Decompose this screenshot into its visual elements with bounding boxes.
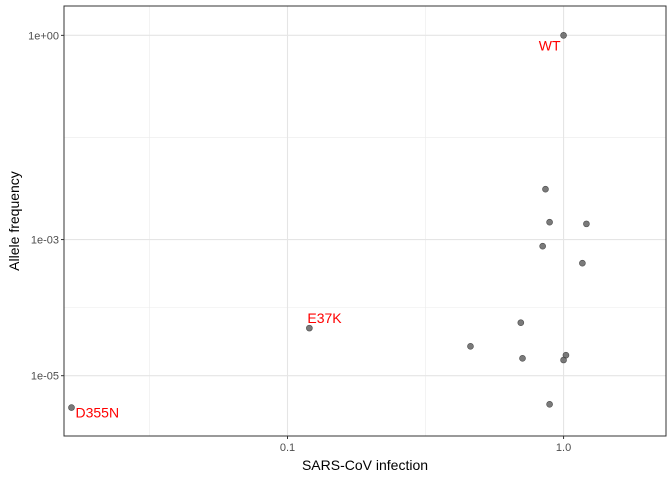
data-point [517, 319, 525, 327]
y-tick-label: 1e-05 [31, 371, 59, 383]
data-point [306, 324, 313, 332]
data-point [68, 404, 75, 411]
data-point [539, 242, 546, 250]
y-tick-label: 1e+00 [28, 30, 59, 42]
x-tick-label: 0.1 [280, 442, 295, 454]
data-point [560, 32, 567, 39]
data-point [546, 400, 553, 408]
y-tick-label: 1e-03 [31, 235, 59, 247]
point-annotations: WT E37K D355N [75, 37, 561, 420]
panel-border [63, 5, 667, 437]
data-point [546, 218, 553, 226]
point-annotation-label: WT [539, 37, 561, 53]
y-axis-title: Allele frequency [6, 171, 22, 271]
panel-background [64, 6, 666, 436]
point-annotation-label: E37K [307, 310, 342, 326]
data-points [68, 32, 590, 411]
data-point [542, 185, 549, 193]
x-tick-label: 1.0 [556, 442, 571, 454]
data-point [467, 343, 474, 350]
data-point [579, 259, 586, 267]
data-point [519, 355, 526, 362]
point-annotation-label: D355N [75, 405, 119, 421]
data-point [583, 220, 590, 228]
data-point [560, 356, 567, 364]
x-axis-title: SARS-CoV infection [302, 457, 428, 473]
axis-ticks: 0.1 1.0 1e-05 1e-03 1e+00 [28, 30, 571, 454]
